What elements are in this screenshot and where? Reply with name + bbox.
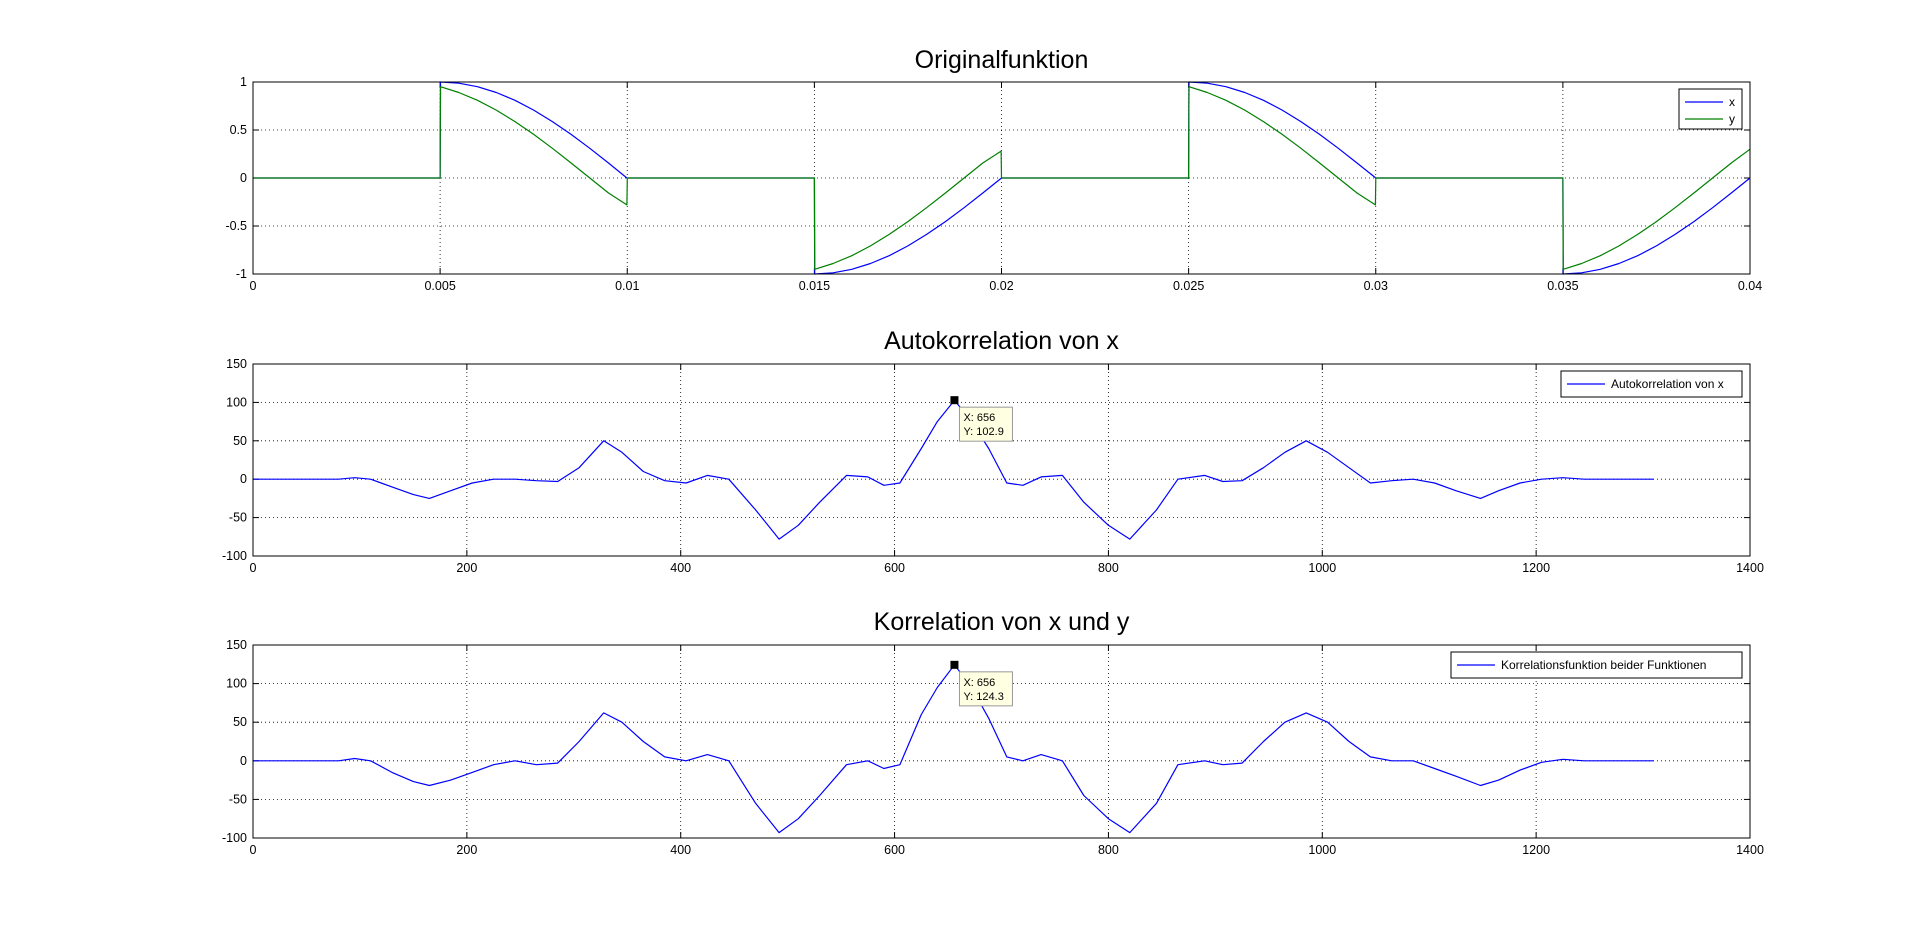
legend-entry: Korrelationsfunktion beider Funktionen [1501, 658, 1706, 672]
plot-area [253, 364, 1750, 556]
y-tick-label: -50 [229, 792, 247, 806]
y-tick-label: 50 [233, 434, 247, 448]
data-tip-y: Y: 102.9 [963, 426, 1003, 438]
x-tick-label: 0.025 [1173, 279, 1204, 293]
y-tick-label: 0.5 [230, 123, 247, 137]
y-tick-label: 0 [240, 472, 247, 486]
data-tip-x: X: 656 [963, 412, 995, 424]
data-tip-y: Y: 124.3 [963, 691, 1003, 703]
x-tick-label: 200 [456, 843, 477, 857]
y-tick-label: 150 [226, 357, 247, 371]
axes-frame [252, 81, 1751, 275]
subplot-3: Korrelation von x und y0 200 400 600 800 1000… [222, 608, 1764, 857]
y-tick-label: -1 [236, 267, 247, 281]
x-tick-label: 0 [250, 843, 257, 857]
data-tip-marker[interactable] [950, 396, 959, 405]
y-tick-label: 50 [233, 715, 247, 729]
series-line-2 [253, 86, 1751, 270]
x-tick-label: 1200 [1522, 843, 1550, 857]
x-tick-label: 0.035 [1547, 279, 1578, 293]
data-tip[interactable]: X: 656 Y: 102.9 [950, 396, 1013, 442]
subplot-2: Autokorrelation von x0 200 400 600 800 1000 12… [222, 327, 1764, 575]
axes-frame [252, 363, 1751, 557]
y-tick-label: -50 [229, 511, 247, 525]
x-tick-label: 800 [1098, 561, 1119, 575]
x-tick-label: 0 [250, 561, 257, 575]
x-tick-label: 0.015 [799, 279, 830, 293]
x-tick-label: 1400 [1736, 561, 1764, 575]
y-tick-label: 150 [226, 638, 247, 652]
chart-title: Originalfunktion [915, 46, 1089, 74]
data-tip[interactable]: X: 656 Y: 124.3 [950, 660, 1013, 707]
x-tick-label: 1200 [1522, 561, 1550, 575]
y-tick-label: 0 [240, 171, 247, 185]
x-tick-label: 600 [884, 561, 905, 575]
x-tick-label: 600 [884, 843, 905, 857]
y-tick-label: 100 [226, 395, 247, 409]
legend-entry: x [1729, 95, 1735, 109]
x-tick-label: 200 [456, 561, 477, 575]
data-tip-box [958, 671, 1013, 707]
y-tick-label: 1 [240, 75, 247, 89]
y-tick-label: -100 [222, 831, 247, 845]
subplot-1: Originalfunktion 0 0.005 0.01 0.015 0.02 0.025… [225, 46, 1762, 293]
x-tick-label: 800 [1098, 843, 1119, 857]
legend-entry: Autokorrelation von x [1611, 377, 1724, 391]
x-tick-label: 400 [670, 843, 691, 857]
x-tick-label: 1400 [1736, 843, 1764, 857]
legend-box [1678, 88, 1743, 130]
legend: Korrelationsfunktion beider Funktionen [1450, 651, 1743, 679]
chart-title: Autokorrelation von x [884, 327, 1119, 355]
legend-box [1450, 651, 1743, 679]
legend: xy [1678, 88, 1743, 130]
x-tick-label: 0.02 [989, 279, 1013, 293]
series-line-1 [253, 81, 1751, 275]
x-tick-label: 0.005 [424, 279, 455, 293]
x-tick-label: 0 [250, 279, 257, 293]
x-tick-label: 400 [670, 561, 691, 575]
legend-entry: y [1729, 112, 1735, 126]
x-tick-label: 0.01 [615, 279, 639, 293]
legend: Autokorrelation von x [1560, 370, 1743, 398]
x-tick-label: 0.03 [1364, 279, 1388, 293]
x-tick-label: 1000 [1308, 561, 1336, 575]
chart-title: Korrelation von x und y [874, 608, 1130, 636]
y-tick-label: 0 [240, 754, 247, 768]
y-tick-label: 100 [226, 677, 247, 691]
y-tick-label: -100 [222, 549, 247, 563]
y-tick-label: -0.5 [225, 219, 247, 233]
data-tip-x: X: 656 [963, 677, 995, 689]
data-tip-box [958, 406, 1013, 442]
x-tick-label: 1000 [1308, 843, 1336, 857]
axes-frame [252, 644, 1751, 839]
x-tick-label: 0.04 [1738, 279, 1762, 293]
data-tip-marker[interactable] [950, 660, 959, 669]
